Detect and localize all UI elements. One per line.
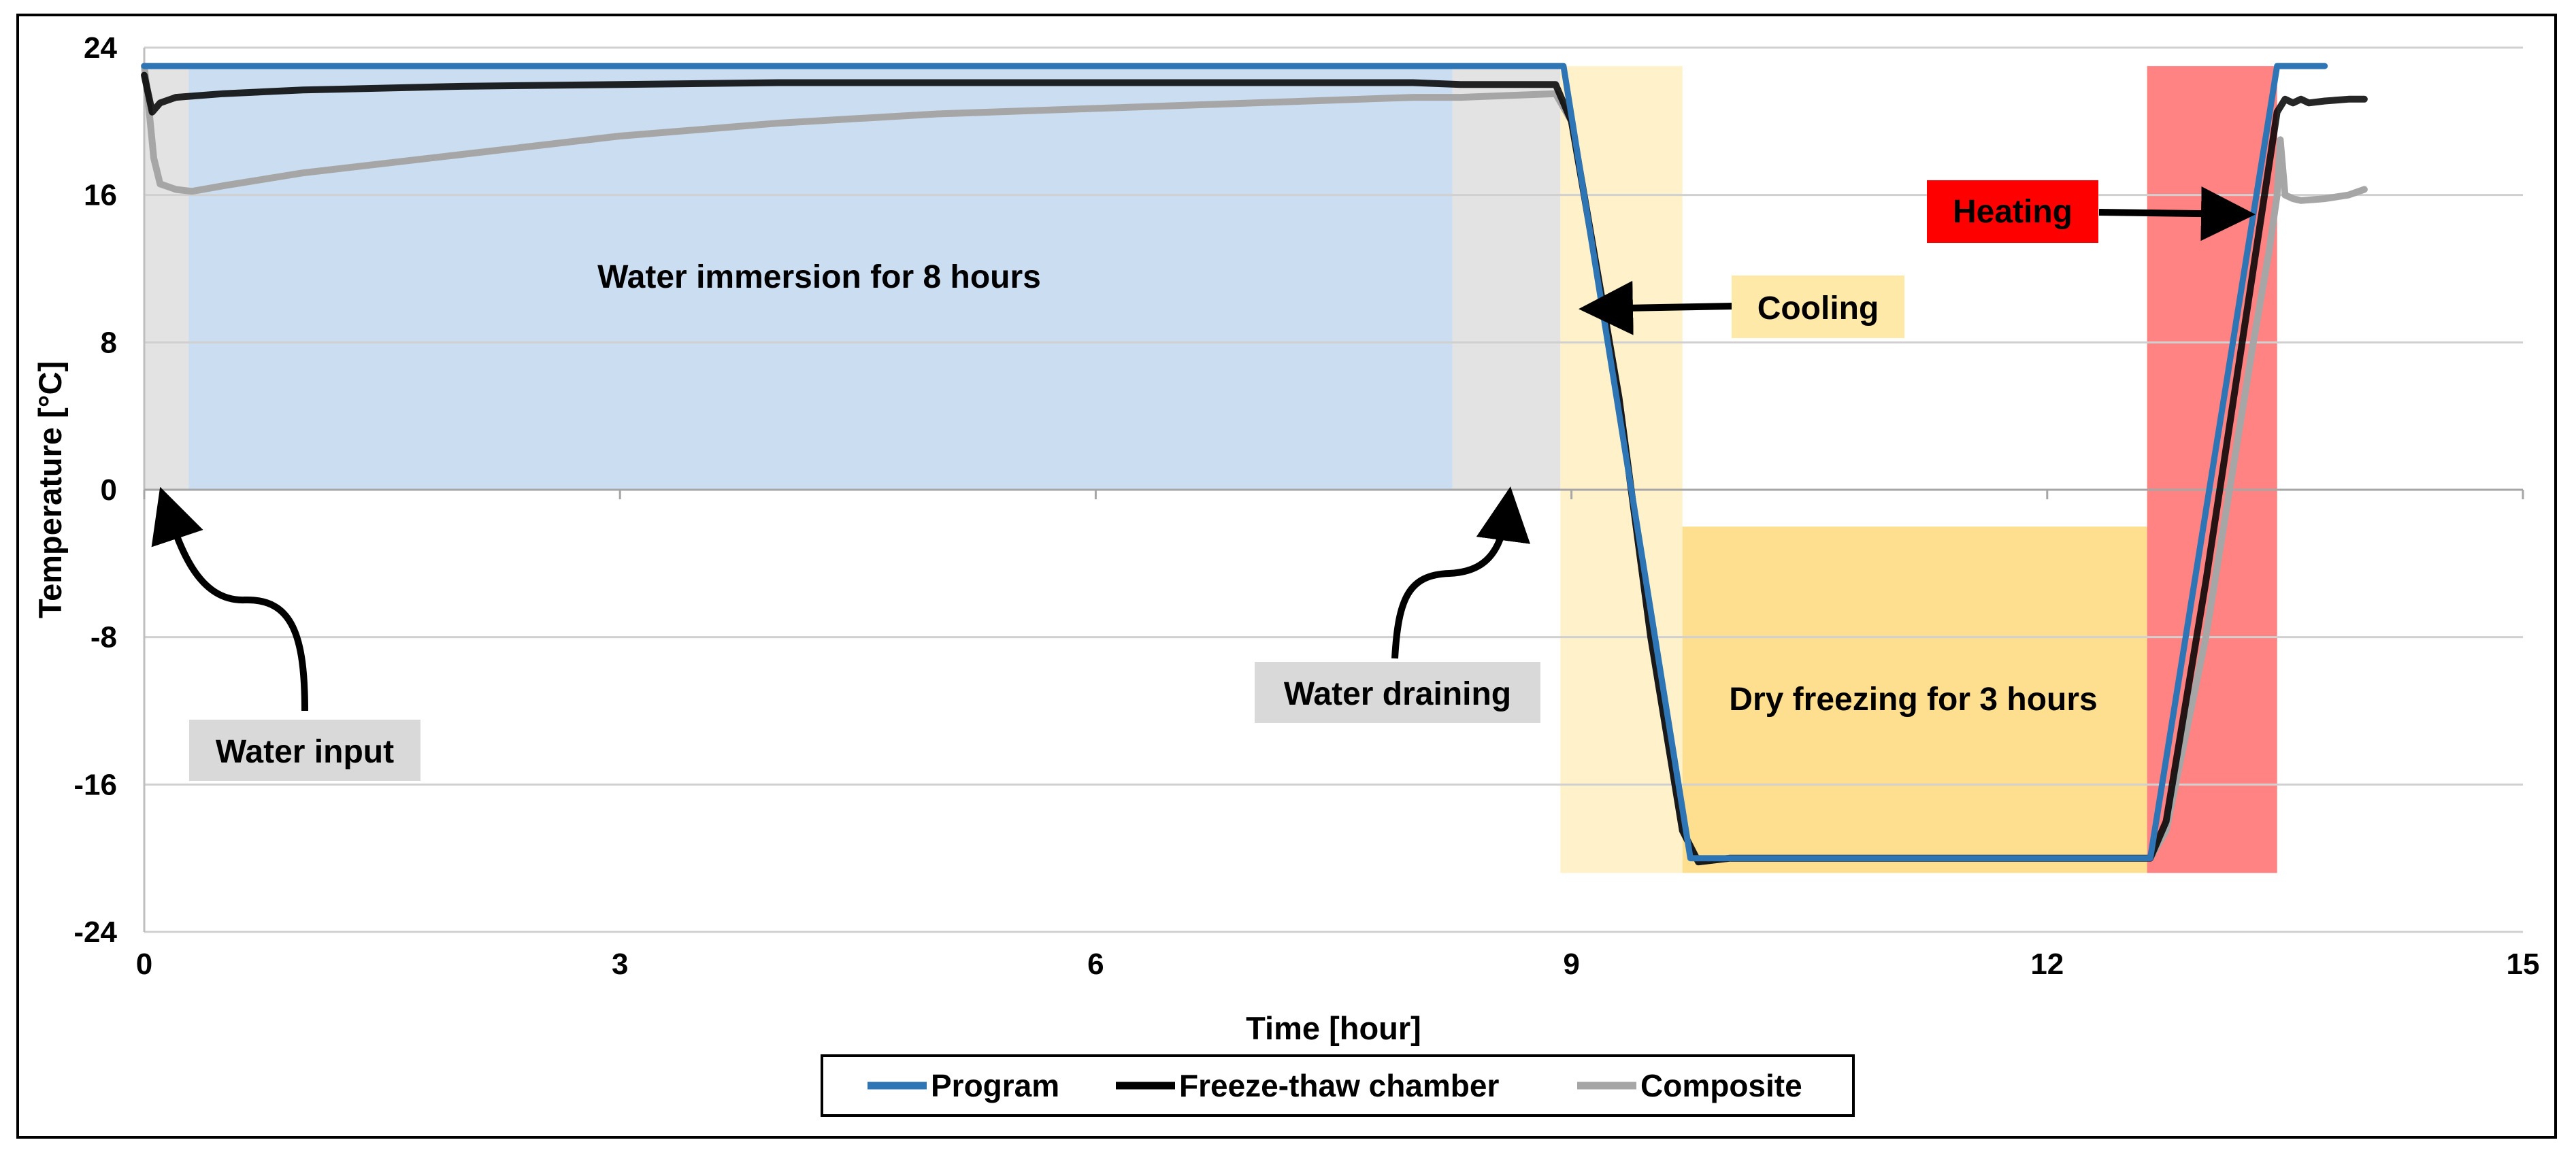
y-tick-label: -24 [73,916,117,949]
y-tick-label: 8 [101,326,117,359]
series-line-program [141,63,2328,862]
y-tick-label: 0 [101,473,117,507]
water-draining-box [1255,662,1540,723]
x-tick-label: 3 [612,948,628,981]
dry-freezing-region [1682,526,2147,873]
legend-label-program: Program [931,1068,1059,1103]
y-tick-label: 24 [84,31,117,65]
cooling-region [1560,66,1683,873]
water-immersion-region [188,66,1453,490]
legend-label-composite: Composite [1640,1068,1802,1103]
y-tick-label: 16 [84,179,117,212]
x-tick-label: 9 [1563,948,1579,981]
gridlines [144,46,2523,933]
y-axis-title: Temperature [°C] [32,361,68,618]
series-lines [141,63,2368,866]
y-tick-label: -8 [90,621,117,654]
x-tick-label: 0 [136,948,152,981]
water-immersion-label: Water immersion for 8 hours [597,259,1041,295]
x-tick-label: 15 [2507,948,2540,981]
water-input-arrow [151,486,308,712]
annotations: Water immersion for 8 hours Water input … [151,180,2256,781]
x-axis-title: Time [hour] [1246,1010,1421,1046]
axes: 0 3 6 9 12 15 24 16 8 0 -8 -16 -24 Time [hour] Tempera… [32,31,2539,1046]
cooling-arrow [1579,280,1734,335]
legend: Program Freeze-thaw chamber Composite [821,1054,1855,1117]
legend-label-freeze-thaw-chamber: Freeze-thaw chamber [1179,1068,1499,1103]
water-input-label: Water input [216,734,394,770]
shaded-regions [144,66,2277,873]
heating-label: Heating [1953,194,2073,230]
legend-box [821,1054,1855,1117]
cooling-label: Cooling [1757,290,1879,327]
dry-freezing-label: Dry freezing for 3 hours [1729,682,2097,718]
heating-arrow [2098,186,2256,241]
cooling-box [1732,275,1904,338]
water-draining-label: Water draining [1284,676,1511,712]
water-draining-arrow [1391,486,1531,659]
y-tick-label: -16 [73,768,117,801]
water-input-box [189,720,420,781]
x-tick-label: 12 [2030,948,2064,981]
x-tick-label: 6 [1087,948,1104,981]
heating-box [1927,180,2098,243]
water-draining-region [1452,66,1561,490]
